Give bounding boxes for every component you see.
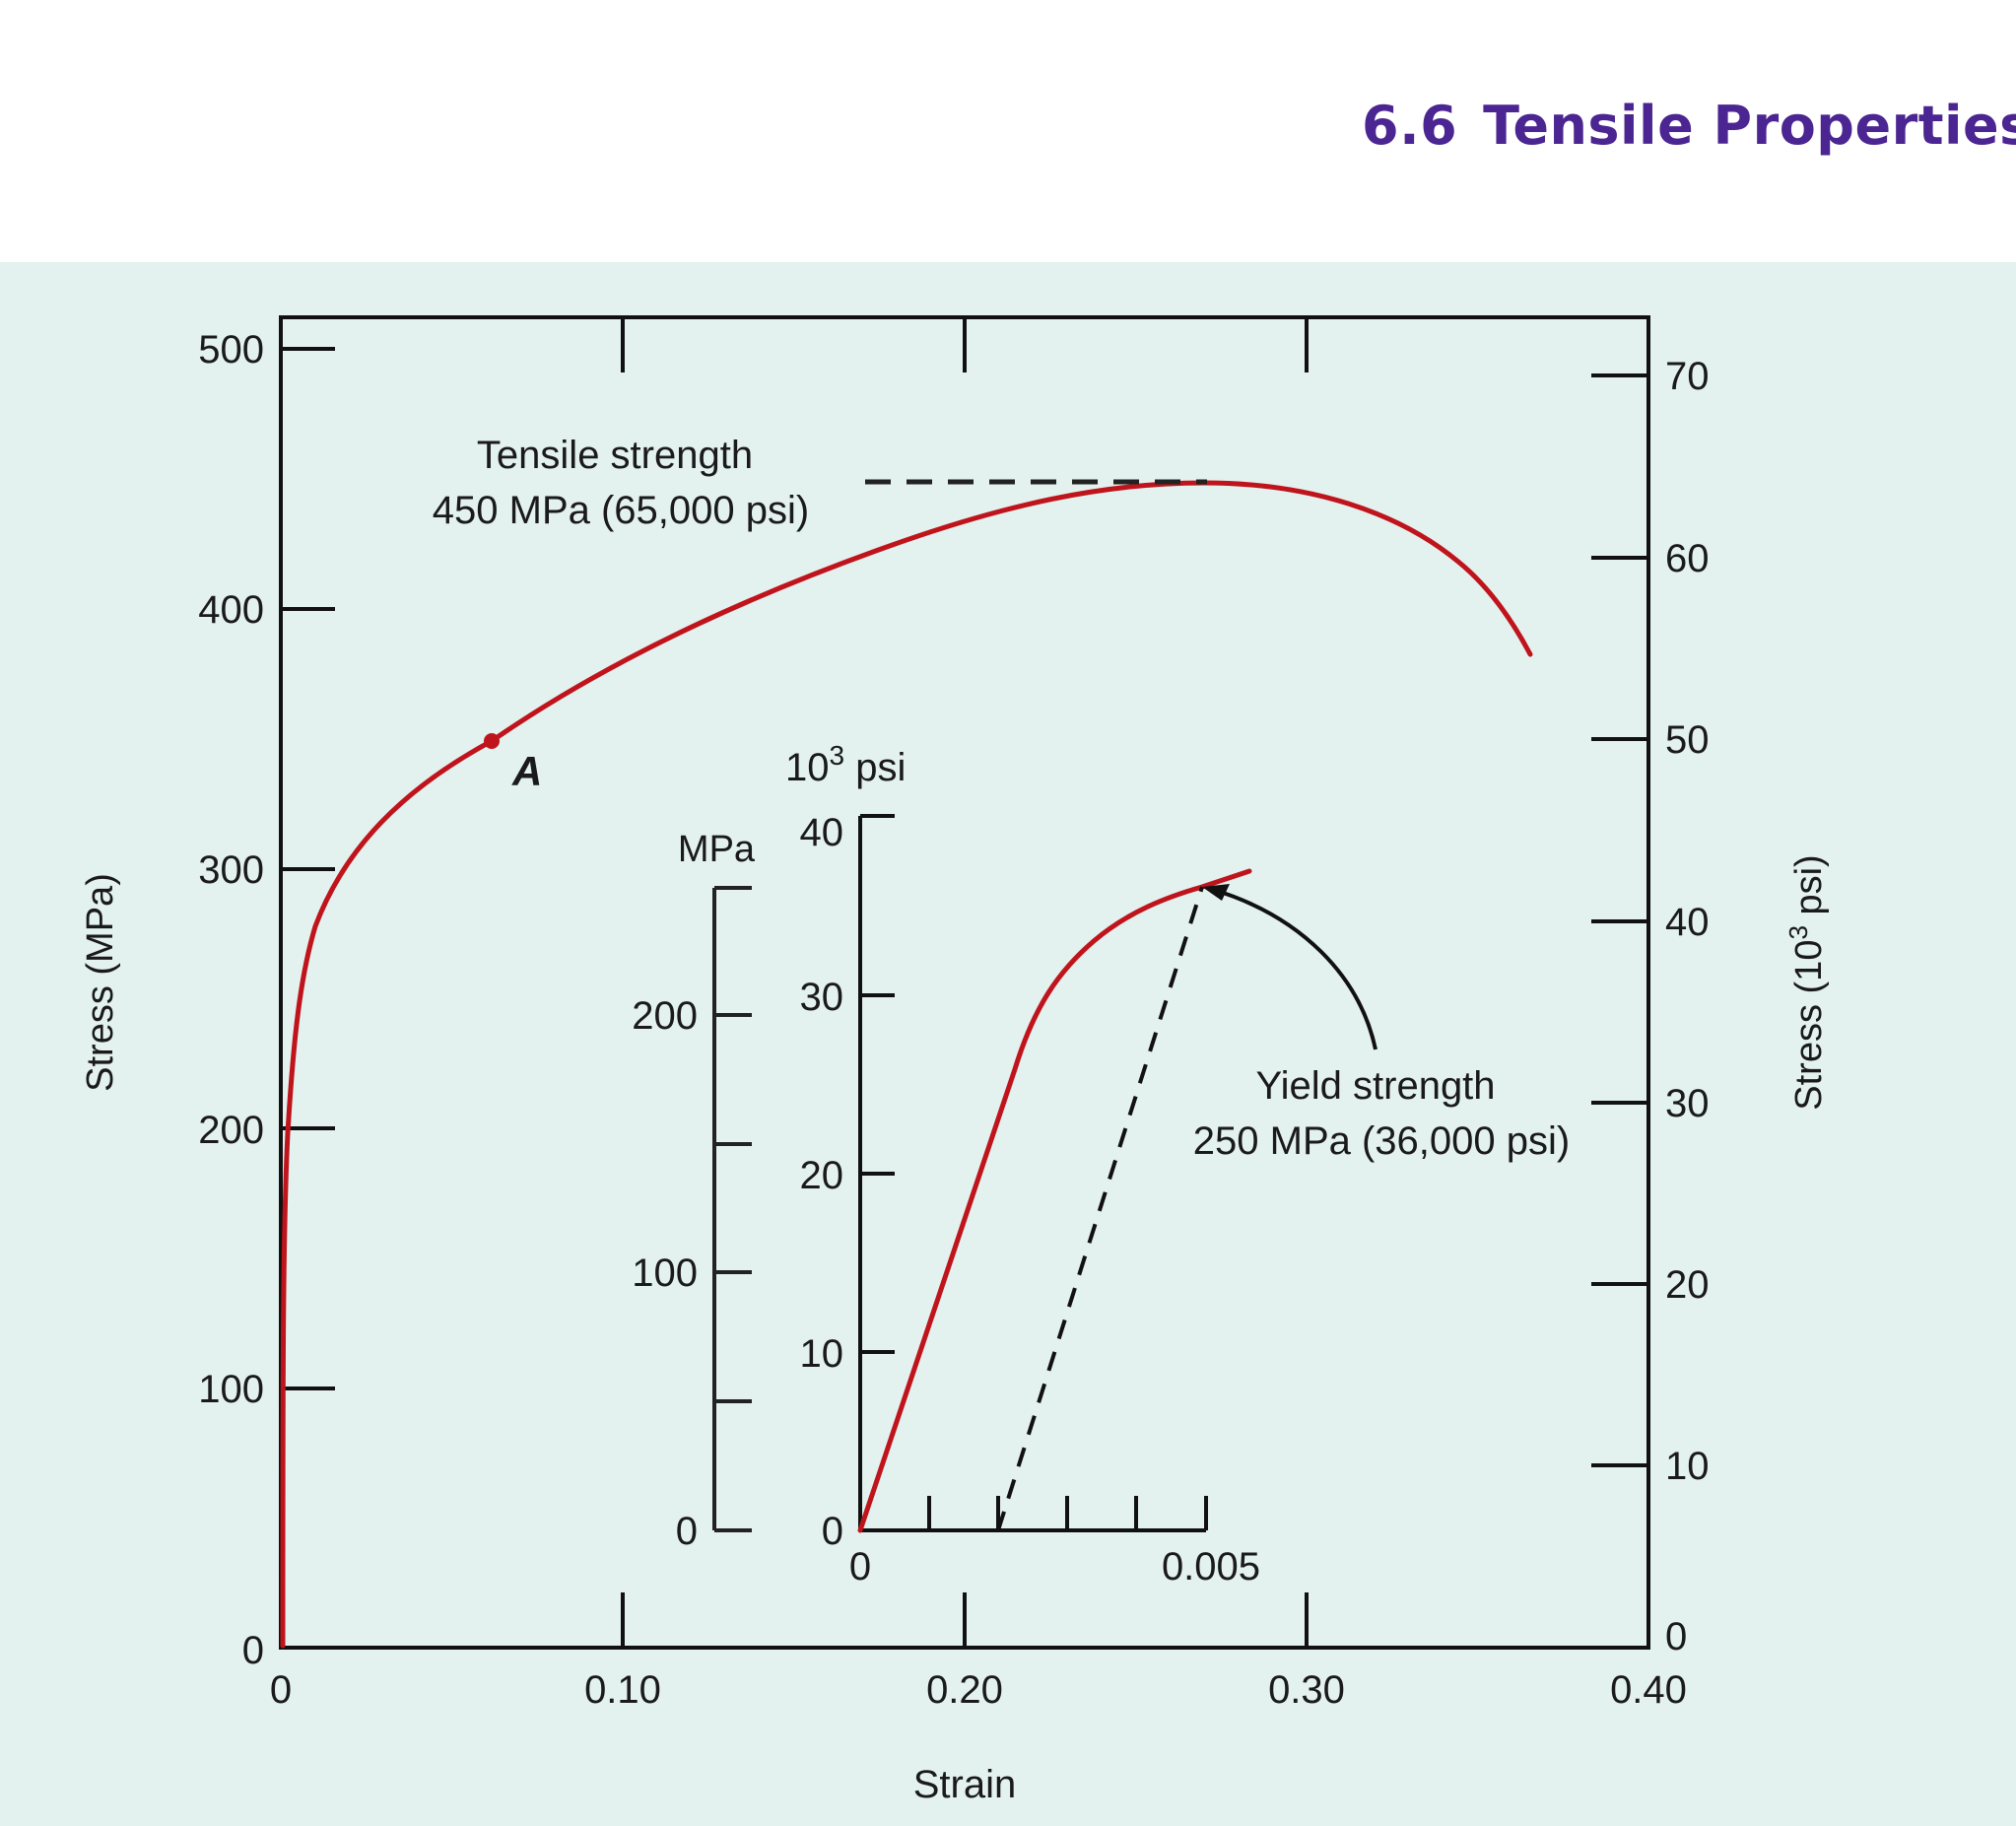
x-tick-0.20: 0.20 <box>926 1668 1003 1712</box>
tensile-strength-label-line2: 450 MPa (65,000 psi) <box>433 489 809 532</box>
y-tick-0: 0 <box>242 1629 264 1672</box>
y2-tick-20: 20 <box>1665 1263 1710 1307</box>
inset-stress-strain-curve <box>857 868 1252 1533</box>
y2-tick-40: 40 <box>1665 901 1710 944</box>
point-a-label: A <box>511 748 542 794</box>
inset-x-tick-0: 0 <box>849 1545 871 1589</box>
inset-x-axis <box>860 1496 1208 1532</box>
y-tick-200: 200 <box>198 1109 264 1152</box>
inset-mpa-tick-0: 0 <box>676 1510 698 1553</box>
left-y-tick-labels: 0 100 200 300 400 500 <box>198 328 264 1672</box>
yield-strength-label-line2: 250 MPa (36,000 psi) <box>1193 1119 1570 1163</box>
inset-psi-tick-0: 0 <box>822 1510 843 1553</box>
right-y-ticks <box>1591 373 1648 1467</box>
page-header: 6.6 Tensile Properties <box>0 0 2016 262</box>
inset-psi-tick-10: 10 <box>800 1332 844 1376</box>
inset-psi-axis <box>858 814 895 1530</box>
x-tick-0: 0 <box>270 1668 292 1712</box>
inset-x-tick-0.005: 0.005 <box>1162 1545 1260 1589</box>
x-tick-0.10: 0.10 <box>584 1668 661 1712</box>
inset-mpa-axis <box>712 886 752 1532</box>
figure-panel <box>0 262 2016 1826</box>
y-tick-300: 300 <box>198 848 264 892</box>
inset-mpa-tick-labels: 0 100 200 <box>632 994 698 1553</box>
y-tick-100: 100 <box>198 1368 264 1411</box>
section-number: 6.6 <box>1362 95 1458 157</box>
inset-mpa-unit: MPa <box>678 829 756 870</box>
inset-psi-tick-20: 20 <box>800 1154 844 1197</box>
y-tick-500: 500 <box>198 328 264 372</box>
left-y-axis-label: Stress (MPa) <box>80 873 121 1092</box>
right-y-axis-label: Stress (103 psi) <box>1783 854 1830 1110</box>
inset-psi-tick-40: 40 <box>800 811 844 854</box>
y-tick-400: 400 <box>198 588 264 632</box>
inset-psi-tick-30: 30 <box>800 976 844 1019</box>
offset-dashed-line <box>996 886 1204 1531</box>
y2-tick-70: 70 <box>1665 355 1710 398</box>
section-title: Tensile Properties <box>1483 95 2016 157</box>
y2-tick-30: 30 <box>1665 1082 1710 1125</box>
y2-tick-60: 60 <box>1665 537 1710 580</box>
inset-psi-tick-labels: 0 10 20 30 40 <box>800 811 844 1553</box>
stress-strain-curve <box>280 480 1533 1649</box>
yield-arrow-shaft <box>1213 888 1378 1050</box>
inset-mpa-tick-200: 200 <box>632 994 698 1038</box>
x-tick-0.40: 0.40 <box>1610 1668 1687 1712</box>
x-axis-label: Strain <box>913 1763 1017 1806</box>
x-ticks <box>621 317 1309 1648</box>
right-y-tick-labels: 0 10 20 30 40 50 60 70 <box>1665 355 1710 1658</box>
yield-strength-label-line1: Yield strength <box>1255 1064 1495 1108</box>
left-y-ticks <box>281 347 335 1390</box>
inset-mpa-tick-100: 100 <box>632 1251 698 1295</box>
x-tick-0.30: 0.30 <box>1268 1668 1345 1712</box>
tensile-strength-label-line1: Tensile strength <box>477 434 753 477</box>
y2-tick-50: 50 <box>1665 718 1710 762</box>
point-a-marker <box>484 733 500 749</box>
y2-tick-10: 10 <box>1665 1445 1710 1488</box>
section-heading: 6.6 Tensile Properties <box>1362 95 2016 157</box>
x-tick-labels: 0 0.10 0.20 0.30 0.40 <box>270 1668 1687 1712</box>
inset-psi-unit: 103 psi <box>785 740 906 789</box>
yield-arrow-head-icon <box>1202 884 1230 901</box>
y2-tick-0: 0 <box>1665 1615 1687 1658</box>
